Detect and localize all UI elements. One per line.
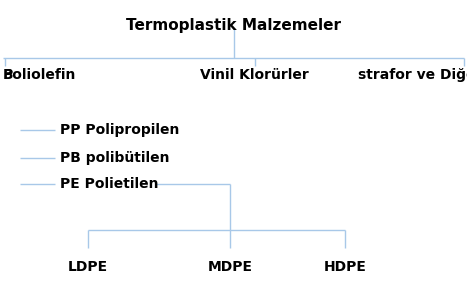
Text: strafor ve Diğerler: strafor ve Diğerler — [358, 68, 467, 82]
Text: LDPE: LDPE — [68, 260, 108, 274]
Text: Poliolefin: Poliolefin — [3, 68, 77, 82]
Text: Vinil Klorürler: Vinil Klorürler — [200, 68, 309, 82]
Text: HDPE: HDPE — [324, 260, 367, 274]
Text: PE Polietilen: PE Polietilen — [60, 177, 158, 191]
Text: 3: 3 — [3, 68, 13, 82]
Text: Termoplastik Malzemeler: Termoplastik Malzemeler — [127, 18, 341, 33]
Text: PB polibütilen: PB polibütilen — [60, 151, 170, 165]
Text: MDPE: MDPE — [207, 260, 253, 274]
Text: PP Polipropilen: PP Polipropilen — [60, 123, 179, 137]
